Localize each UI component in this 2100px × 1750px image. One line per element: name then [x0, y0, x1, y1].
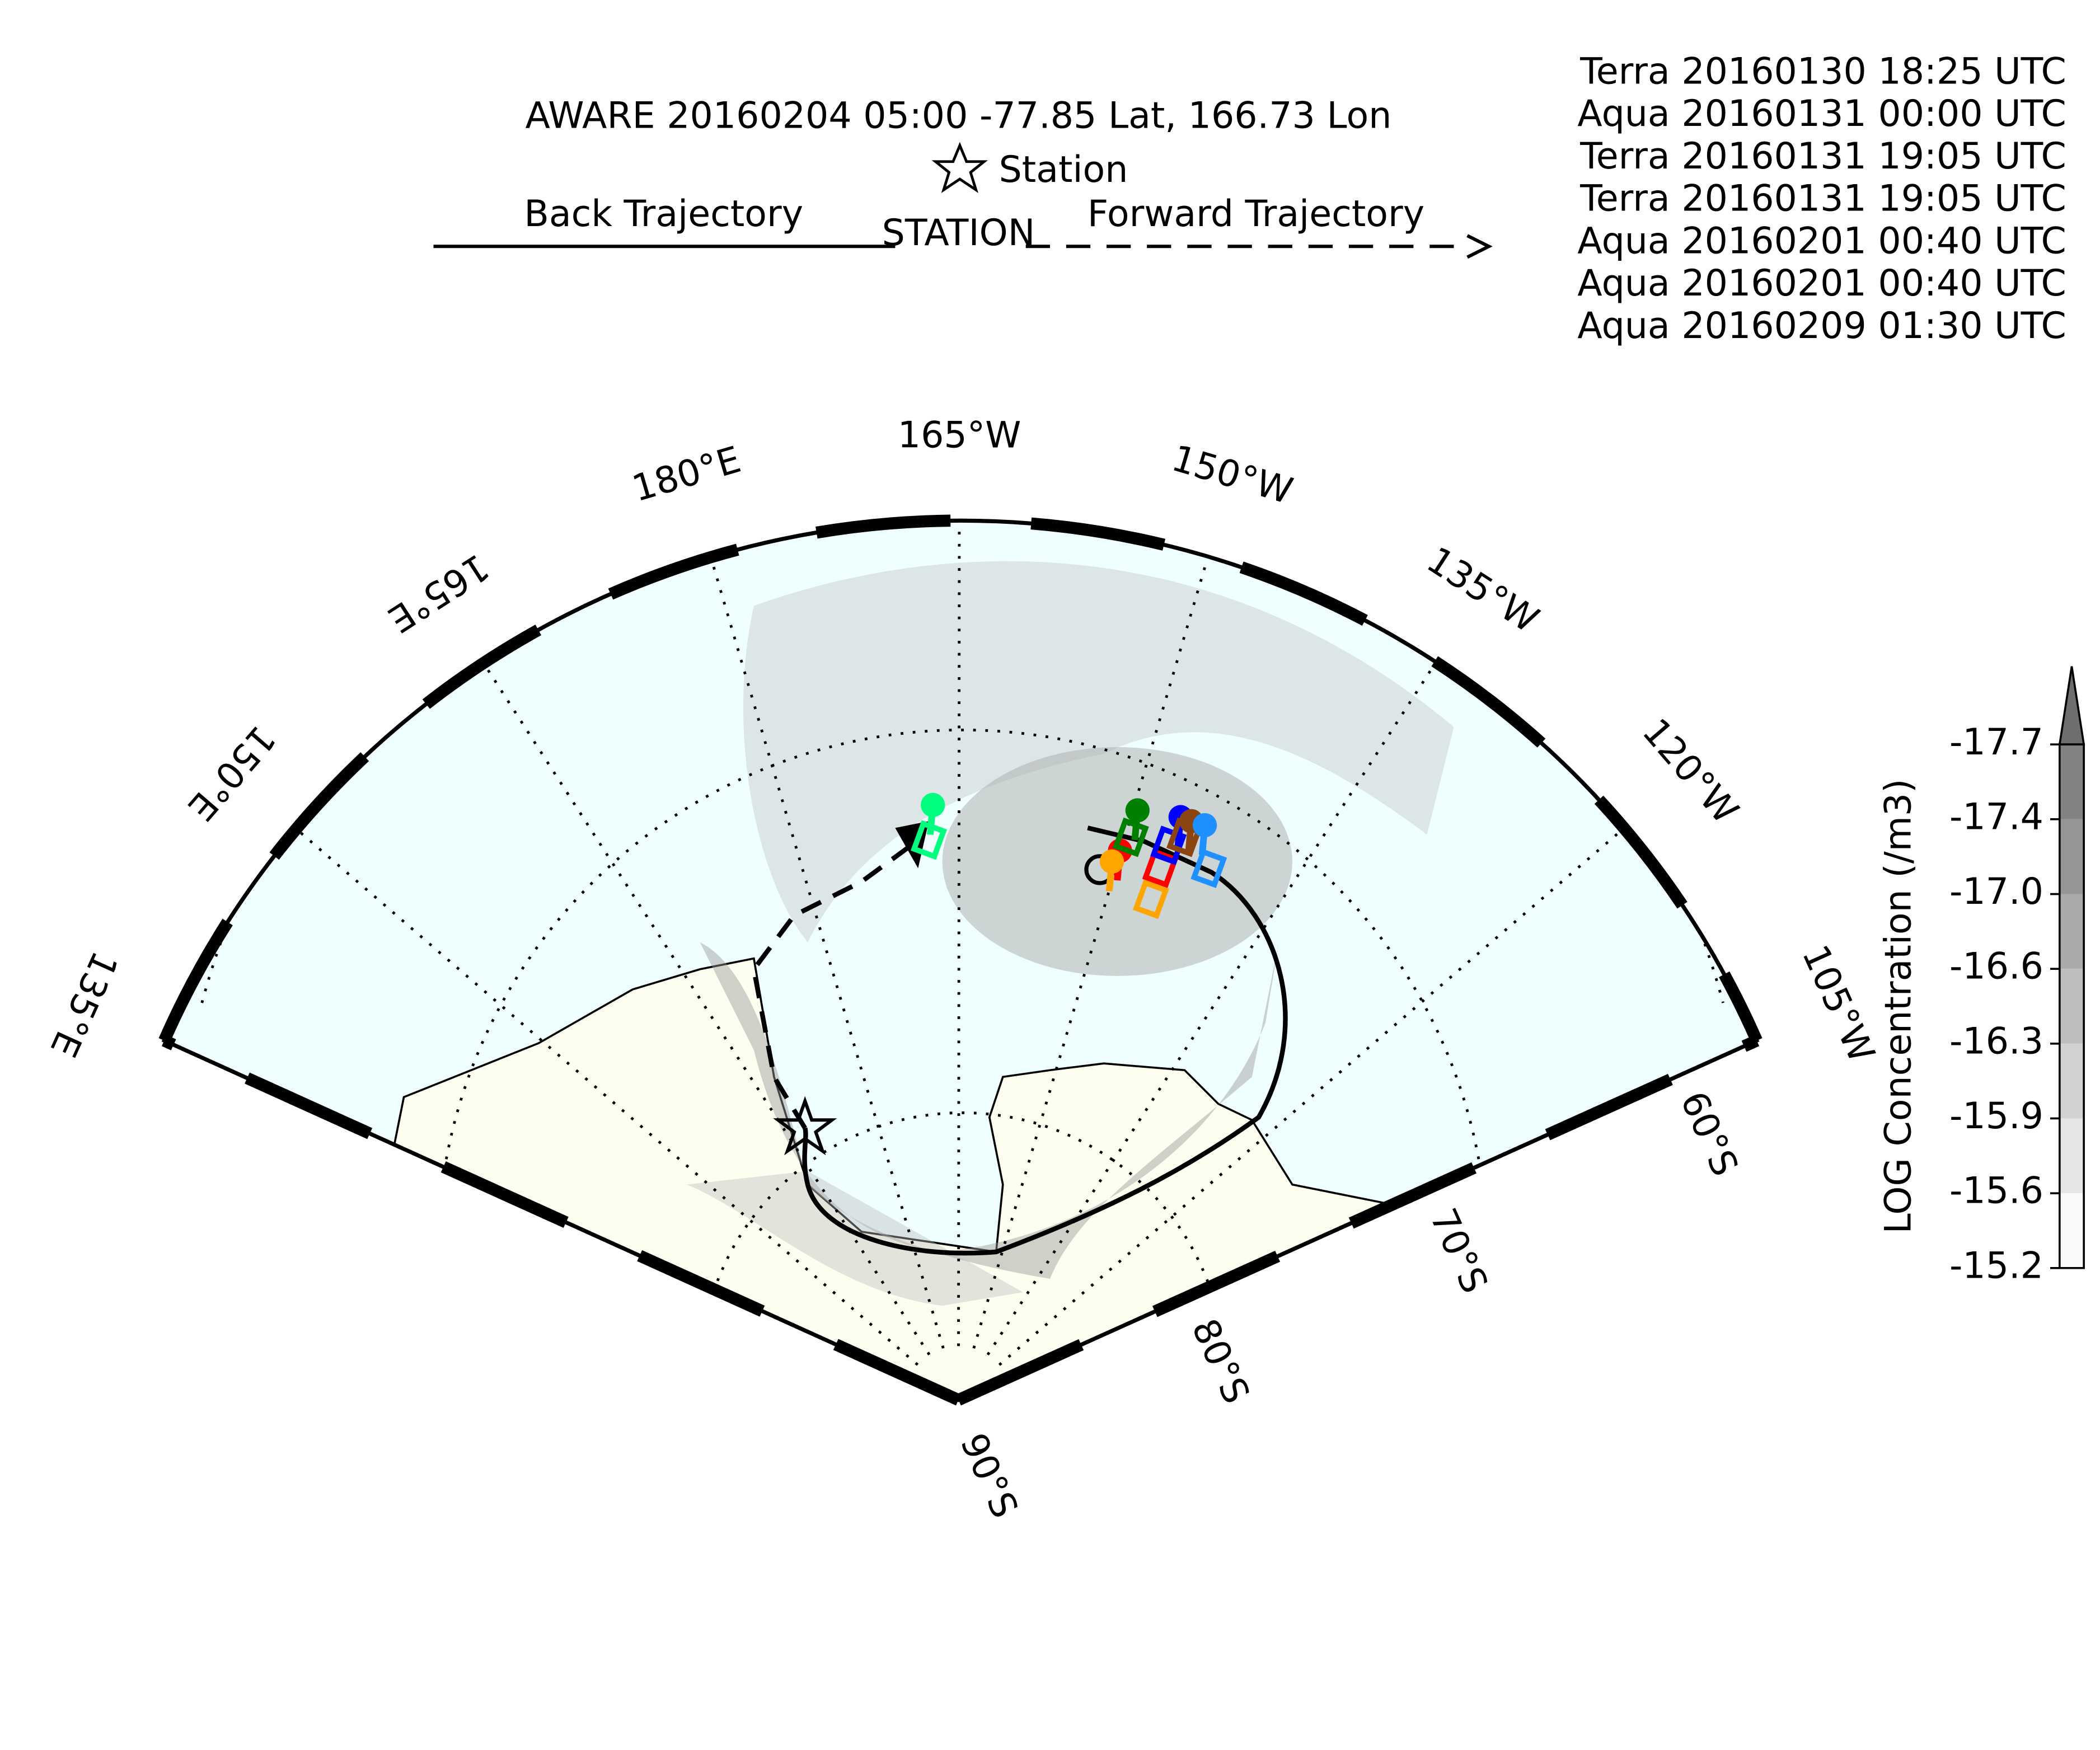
- lon-label: 180°E: [627, 439, 746, 510]
- legend-entry: Aqua 20160209 01:30 UTC: [1577, 305, 2066, 347]
- colorbar-level: [2059, 1118, 2084, 1194]
- colorbar-tick-label: -17.0: [1949, 871, 2043, 913]
- legend-entry: Terra 20160131 19:05 UTC: [1579, 178, 2066, 220]
- colorbar-tick-label: -17.4: [1949, 796, 2043, 838]
- lat-label: 70°S: [1422, 1203, 1496, 1299]
- lon-label: 135°E: [41, 945, 125, 1063]
- legend-entry: Aqua 20160201 00:40 UTC: [1577, 220, 2066, 262]
- lon-label: 150°W: [1167, 437, 1297, 512]
- overpass-point: [1192, 813, 1217, 838]
- title: AWARE 20160204 05:00 -77.85 Lat, 166.73 …: [526, 95, 1392, 137]
- lon-label: 135°W: [1419, 539, 1546, 641]
- colorbar-frame: [2059, 743, 2085, 1269]
- map: [158, 514, 1762, 1406]
- colorbar-level: [2059, 894, 2084, 969]
- colorbar-tick-label: -15.6: [1949, 1170, 2043, 1212]
- legend-entry: Terra 20160131 19:05 UTC: [1579, 135, 2066, 177]
- colorbar-tick-label: -17.7: [1949, 721, 2043, 763]
- overpass-point: [921, 792, 945, 818]
- forward-label: Forward Trajectory: [1088, 193, 1424, 235]
- lat-label: 80°S: [1183, 1313, 1257, 1410]
- plume: [686, 1171, 1023, 1306]
- lat-label: 60°S: [1672, 1085, 1746, 1182]
- land: [392, 957, 1397, 1400]
- forward-arrow: [1466, 234, 1493, 259]
- meridian: [486, 668, 931, 1355]
- station-star: [773, 1096, 837, 1156]
- colorbar-tick-label: -16.6: [1949, 946, 2043, 988]
- colorbar-level: [2059, 1193, 2084, 1268]
- meridian: [998, 832, 1619, 1366]
- colorbar-level: [2059, 969, 2084, 1044]
- back-trajectory: [751, 835, 924, 1129]
- colorbar-tick-label: -15.2: [1949, 1245, 2043, 1287]
- meridian: [986, 669, 1432, 1356]
- colorbar-tick-label: -16.3: [1949, 1020, 2043, 1062]
- colorbar-label: LOG Concentration (/m3): [1878, 779, 1920, 1234]
- lon-label: 165°W: [898, 414, 1021, 456]
- colorbar-extend: [2058, 666, 2085, 746]
- overpass-box: [1190, 848, 1227, 888]
- lat-circle: [443, 728, 1483, 1172]
- meridian: [299, 831, 919, 1366]
- lon-label: 105°W: [1794, 939, 1883, 1069]
- overpass-point: [1099, 849, 1124, 874]
- lon-label: 120°W: [1634, 711, 1747, 832]
- colorbar-level: [2059, 1043, 2084, 1119]
- station-label: Station: [999, 149, 1128, 191]
- colorbar-level: [2059, 744, 2084, 819]
- lon-label: 150°E: [179, 717, 283, 828]
- overpass-point: [1125, 798, 1150, 823]
- colorbar-level: [2059, 819, 2084, 894]
- colorbar-tick-label: -15.9: [1949, 1095, 2043, 1137]
- legend-entry: Aqua 20160201 00:40 UTC: [1577, 262, 2066, 304]
- lat-label: 90°S: [951, 1427, 1025, 1524]
- overpass-box: [1132, 879, 1169, 919]
- legend-entry: Aqua 20160131 00:00 UTC: [1577, 93, 2066, 135]
- map-border: [158, 514, 1762, 1406]
- back-label: Back Trajectory: [524, 193, 803, 235]
- lon-label: 165°E: [381, 545, 496, 640]
- meridian: [712, 565, 945, 1349]
- station-icon: [931, 142, 988, 194]
- forward-trajectory: [802, 825, 1288, 1256]
- station-text: STATION: [882, 212, 1035, 254]
- lat-circle: [712, 1111, 1213, 1293]
- legend-entry: Terra 20160130 18:25 UTC: [1579, 50, 2066, 92]
